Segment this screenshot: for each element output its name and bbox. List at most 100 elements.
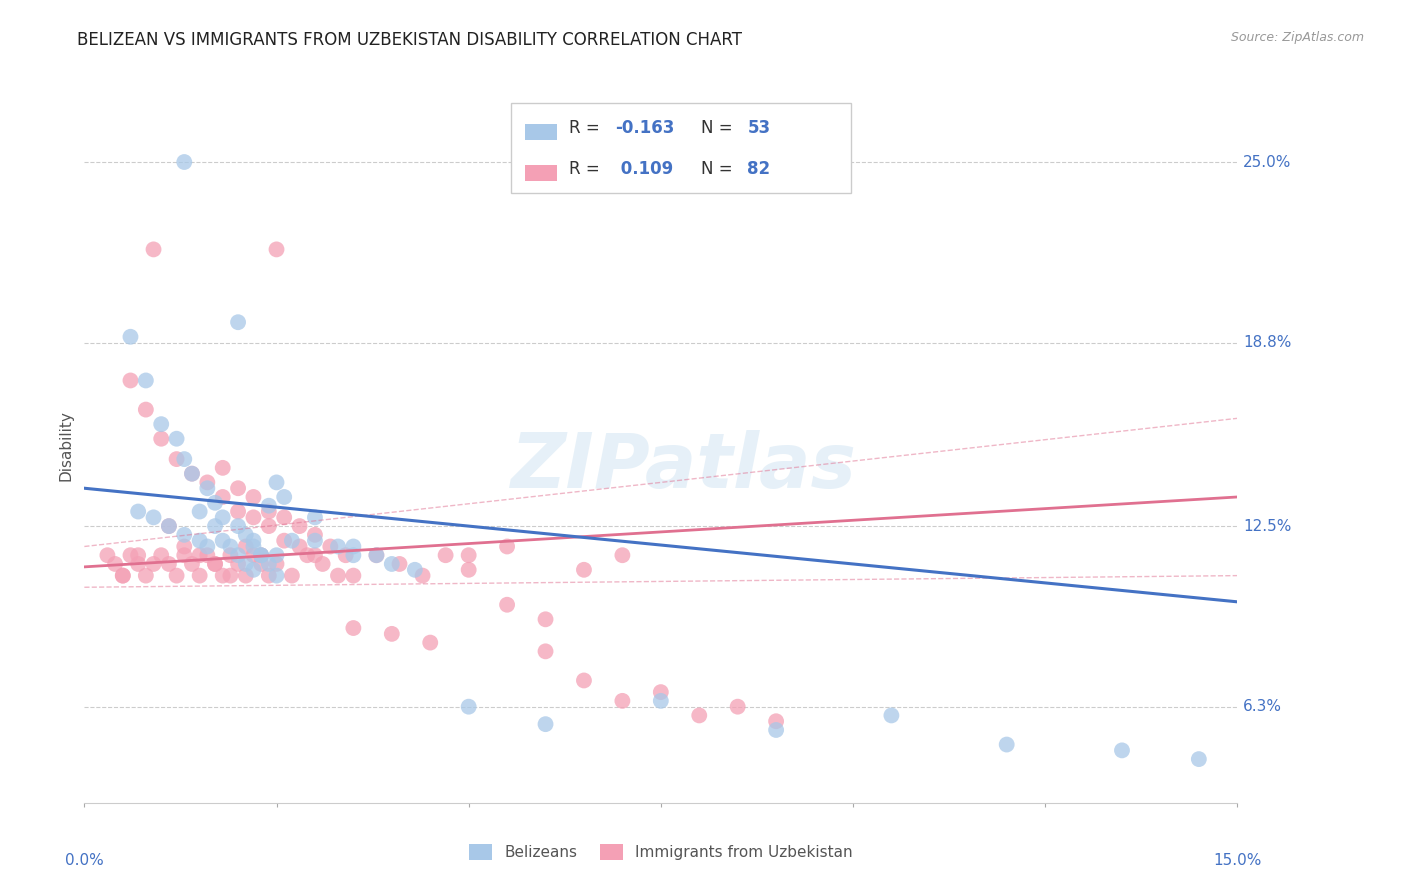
Text: 0.109: 0.109: [614, 161, 673, 178]
Point: [120, 374, 142, 388]
Point: [250, 548, 273, 562]
Text: N =: N =: [702, 120, 738, 137]
Point: [96, 548, 118, 562]
Point: [195, 540, 218, 554]
Point: [342, 621, 364, 635]
Point: [188, 548, 211, 562]
Point: [496, 540, 519, 554]
Point: [311, 557, 333, 571]
Point: [342, 540, 364, 554]
Point: [157, 519, 180, 533]
Point: [765, 723, 787, 737]
Point: [281, 568, 304, 582]
Point: [242, 540, 264, 554]
Point: [235, 540, 257, 554]
Point: [211, 533, 233, 548]
FancyBboxPatch shape: [510, 103, 851, 193]
Point: [457, 699, 479, 714]
Point: [335, 548, 357, 562]
Point: [572, 563, 595, 577]
Text: 82: 82: [748, 161, 770, 178]
Point: [242, 563, 264, 577]
Point: [288, 519, 311, 533]
Point: [288, 540, 311, 554]
Y-axis label: Disability: Disability: [58, 410, 73, 482]
Point: [181, 467, 204, 481]
Text: Source: ZipAtlas.com: Source: ZipAtlas.com: [1230, 31, 1364, 45]
Point: [188, 568, 211, 582]
Point: [250, 548, 273, 562]
Text: R =: R =: [568, 161, 605, 178]
Point: [727, 699, 749, 714]
Point: [226, 548, 249, 562]
Point: [211, 510, 233, 524]
Point: [273, 533, 295, 548]
Point: [342, 568, 364, 582]
Point: [650, 685, 672, 699]
FancyBboxPatch shape: [524, 124, 557, 140]
Point: [572, 673, 595, 688]
Point: [366, 548, 388, 562]
Point: [157, 519, 180, 533]
Point: [388, 557, 411, 571]
Point: [257, 568, 280, 582]
Point: [219, 568, 242, 582]
Point: [381, 627, 404, 641]
Point: [612, 548, 634, 562]
FancyBboxPatch shape: [524, 165, 557, 181]
Point: [257, 557, 280, 571]
Point: [242, 548, 264, 562]
Point: [297, 548, 319, 562]
Text: BELIZEAN VS IMMIGRANTS FROM UZBEKISTAN DISABILITY CORRELATION CHART: BELIZEAN VS IMMIGRANTS FROM UZBEKISTAN D…: [77, 31, 742, 49]
Text: ZIPatlas: ZIPatlas: [510, 431, 856, 504]
Text: 25.0%: 25.0%: [1243, 154, 1292, 169]
Point: [195, 481, 218, 495]
Point: [304, 548, 326, 562]
Point: [273, 510, 295, 524]
Point: [195, 548, 218, 562]
Point: [120, 548, 142, 562]
Point: [319, 540, 342, 554]
Text: 15.0%: 15.0%: [1213, 853, 1261, 868]
Text: N =: N =: [702, 161, 738, 178]
Point: [135, 568, 157, 582]
Point: [166, 432, 188, 446]
Point: [688, 708, 710, 723]
Point: [188, 533, 211, 548]
Point: [142, 243, 165, 257]
Point: [195, 475, 218, 490]
Point: [250, 557, 273, 571]
Point: [457, 563, 479, 577]
Point: [120, 330, 142, 344]
Point: [457, 548, 479, 562]
Legend: Belizeans, Immigrants from Uzbekistan: Belizeans, Immigrants from Uzbekistan: [463, 838, 859, 866]
Point: [266, 548, 288, 562]
Text: R =: R =: [568, 120, 605, 137]
Point: [1188, 752, 1211, 766]
Point: [404, 563, 426, 577]
Text: 12.5%: 12.5%: [1243, 518, 1292, 533]
Point: [211, 490, 233, 504]
Point: [127, 548, 149, 562]
Point: [104, 557, 127, 571]
Point: [173, 528, 195, 542]
Point: [534, 612, 557, 626]
Point: [173, 548, 195, 562]
Point: [166, 568, 188, 582]
Point: [995, 738, 1018, 752]
Point: [342, 548, 364, 562]
Point: [142, 557, 165, 571]
Point: [266, 568, 288, 582]
Point: [226, 519, 249, 533]
Point: [419, 635, 441, 649]
Point: [135, 374, 157, 388]
Point: [496, 598, 519, 612]
Point: [173, 452, 195, 467]
Point: [1111, 743, 1133, 757]
Point: [226, 557, 249, 571]
Point: [266, 243, 288, 257]
Point: [326, 568, 349, 582]
Point: [880, 708, 903, 723]
Point: [250, 548, 273, 562]
Point: [166, 452, 188, 467]
